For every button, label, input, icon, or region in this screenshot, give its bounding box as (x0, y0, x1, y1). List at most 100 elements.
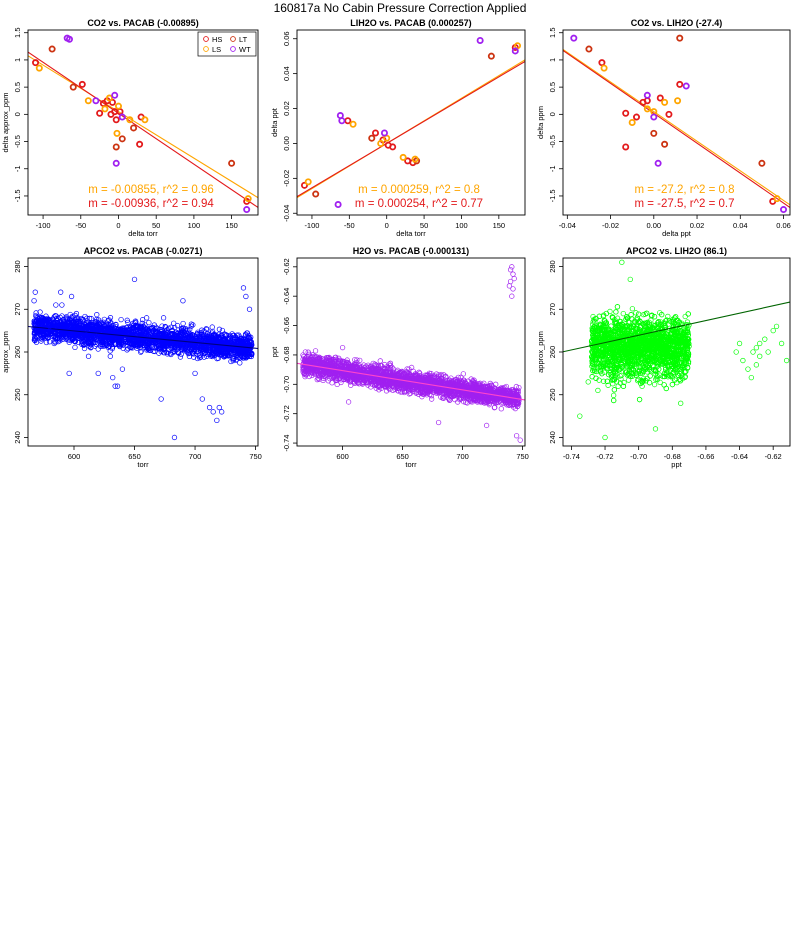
data-point (304, 178, 312, 186)
cloud-point (39, 329, 46, 335)
cloud-point (33, 310, 39, 316)
data-point (661, 140, 669, 148)
cloud-point (142, 322, 148, 328)
cloud-point (166, 325, 172, 331)
data-point (661, 98, 669, 106)
cloud-point (127, 324, 134, 330)
cloud-point (121, 328, 127, 334)
cloud-point (375, 363, 381, 369)
cloud-point (133, 333, 139, 339)
cloud-point (211, 335, 218, 342)
cloud-point (53, 315, 60, 322)
plot-frame (562, 29, 791, 216)
cloud-point (161, 349, 167, 356)
x-tick-label: 700 (189, 452, 202, 461)
legend-label: HS (212, 35, 222, 44)
cloud-point (43, 317, 49, 323)
y-tick-label: 0.02 (282, 101, 291, 116)
cloud-point (173, 344, 179, 350)
cloud-point (118, 316, 124, 323)
x-axis-label: delta torr (128, 229, 158, 238)
chart-title: CO2 vs. LIH2O (-27.4) (631, 18, 723, 28)
data-point (622, 143, 630, 151)
legend-label: LS (212, 45, 221, 54)
plot-area (563, 34, 790, 214)
cloud-point (79, 335, 85, 341)
cloud-point (212, 333, 219, 339)
cloud-point (145, 328, 151, 334)
cloud-point (209, 346, 215, 353)
data-point (349, 120, 357, 128)
chart-panel-5: H2O vs. PACAB (-0.000131)600 650 700 750-0.… (270, 246, 529, 469)
x-tick-label: 0.02 (690, 221, 705, 230)
chart-panel-3: CO2 vs. LIH2O (-27.4)-0.04 -0.02 0.00 0.02 0… (536, 18, 791, 238)
x-tick-label: 50 (420, 221, 428, 230)
data-point (112, 383, 118, 389)
x-tick-label: 600 (68, 452, 81, 461)
cloud-point (354, 357, 360, 363)
y-tick-label: -0.5 (13, 135, 22, 148)
cloud-point (62, 321, 68, 327)
cloud-point (191, 343, 197, 349)
cloud-point (114, 329, 121, 335)
y-tick-label: 0 (548, 112, 557, 116)
cloud-point (69, 314, 75, 320)
legend-label: WT (239, 45, 251, 54)
page-title: 160817a No Cabin Pressure Correction App… (273, 1, 527, 15)
cloud-point (203, 342, 209, 348)
data-point (171, 434, 178, 441)
cloud-point (183, 326, 189, 332)
fit-annotation: m = 0.000259, r^2 = 0.8 (358, 184, 480, 196)
data-point (476, 36, 484, 44)
cloud-point (198, 354, 204, 360)
x-tick-label: -100 (36, 221, 51, 230)
data-point (143, 315, 150, 321)
data-point (511, 47, 519, 55)
data-point (31, 298, 37, 304)
cloud-point (227, 332, 233, 339)
cloud-point (165, 346, 172, 352)
cloud-point (136, 342, 142, 349)
cloud-point (149, 325, 155, 331)
chart-title: LIH2O vs. PACAB (0.000257) (350, 18, 471, 28)
cloud-point (180, 342, 187, 348)
data-point (216, 404, 222, 411)
cloud-point (172, 348, 178, 355)
cloud-point (231, 332, 237, 338)
data-point (368, 134, 376, 142)
data-point (66, 370, 72, 377)
cloud-point (499, 388, 505, 394)
cloud-point (171, 320, 177, 326)
x-tick-label: 750 (249, 452, 262, 461)
cloud-point (153, 328, 159, 334)
x-tick-label: -50 (75, 221, 86, 230)
cloud-point (219, 327, 226, 334)
cloud-point (50, 316, 56, 323)
data-point (628, 119, 636, 127)
data-point (371, 129, 379, 137)
cloud-point (189, 345, 195, 351)
cloud-point (93, 322, 99, 329)
cloud-point (305, 349, 311, 355)
data-point (199, 396, 205, 402)
cloud-point (153, 340, 159, 346)
cloud-point (183, 343, 190, 349)
data-point (130, 124, 138, 132)
cloud-point (187, 340, 193, 346)
cloud-point (95, 346, 101, 352)
cloud-point (468, 376, 474, 382)
cloud-point (225, 335, 232, 342)
chart-panel-2: LIH2O vs. PACAB (0.000257)-100 -50 0 50 100 1… (270, 18, 526, 238)
y-tick-label: 0.5 (13, 82, 22, 92)
cloud-point (247, 349, 253, 355)
cloud-point (243, 352, 249, 358)
y-tick-label: 0 (13, 112, 22, 116)
chart-panel-4: APCO2 vs. PACAB (-0.0271)600 650 700 750240… (1, 246, 262, 469)
cloud-point (186, 353, 193, 360)
cloud-point (220, 347, 226, 353)
data-point (65, 35, 73, 43)
cloud-point (146, 319, 152, 326)
data-point (411, 155, 419, 163)
fit-line (28, 55, 258, 199)
